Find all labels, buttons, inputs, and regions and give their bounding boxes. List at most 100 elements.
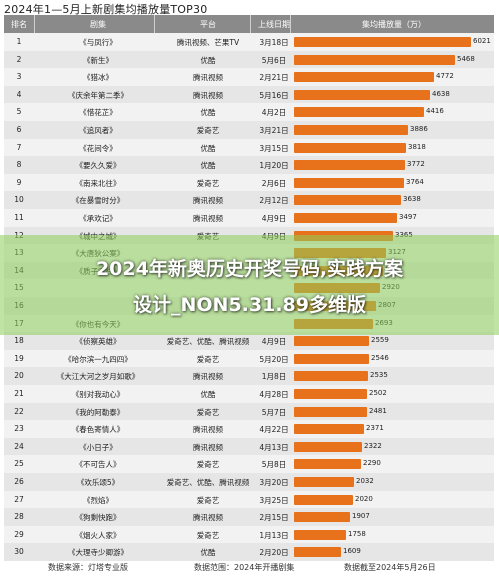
drama-name-cell: 《新生》	[83, 55, 113, 65]
drama-name-cell: 《别对我动心》	[71, 390, 125, 399]
overlay-line-1: 2024年新奥历史开奖号码,实践方案	[95, 258, 404, 280]
bar-value-label: 3365	[395, 231, 413, 239]
bar	[294, 213, 397, 223]
platform-cell: 腾讯视频	[193, 425, 223, 435]
drama-name-cell: 《南来北往》	[75, 178, 121, 188]
date-cell: 4月2日	[261, 108, 287, 118]
platform-cell: 优酷	[200, 548, 216, 558]
rank-cell: 11	[14, 213, 24, 222]
table-row: 9 《南来北往》 爱奇艺 2月6日 3764	[4, 173, 494, 192]
platform-cell: 腾讯视频	[193, 90, 223, 100]
platform-cell: 爱奇艺	[196, 178, 220, 188]
bar-value-label: 6021	[473, 37, 491, 45]
footer-source: 数据来源：灯塔专业版	[48, 563, 128, 572]
table-row: 28 《狗剩快跑》 腾讯视频 2月15日 1907	[4, 508, 494, 527]
rank-cell: 2	[16, 54, 22, 64]
platform-cell: 腾讯视频	[193, 73, 223, 83]
table-row: 3 《猎冰》 腾讯视频 2月21日 4772	[4, 68, 494, 87]
bar	[294, 459, 361, 470]
bar	[294, 389, 367, 399]
drama-name-cell: 《追风者》	[79, 126, 117, 135]
date-cell: 3月18日	[259, 38, 289, 47]
table-row: 5 《惜花芷》 优酷 4月2日 4416	[4, 103, 494, 122]
table-row: 23 《春色寄情人》 腾讯视频 4月22日 2371	[4, 420, 494, 439]
bar	[294, 336, 369, 347]
bar-value-label: 3772	[407, 160, 425, 169]
bar	[294, 477, 354, 487]
table-header: 排名 剧集 平台 上线日期 集均播放量（万）	[4, 15, 494, 33]
platform-cell: 优酷	[200, 143, 216, 153]
date-cell: 1月13日	[259, 530, 289, 540]
platform-cell: 爱奇艺、优酷、腾讯视频	[166, 337, 250, 347]
rank-cell: 9	[16, 177, 22, 187]
drama-name-cell: 《惜花芷》	[79, 108, 117, 118]
drama-name-cell: 《欢乐颂5》	[76, 478, 120, 487]
platform-cell: 腾讯视频	[193, 372, 223, 382]
table-row: 8 《要久久爱》 优酷 1月20日 3772	[4, 156, 494, 175]
bar-value-label: 3638	[403, 195, 421, 204]
bar-value-label: 1758	[348, 529, 366, 538]
bar-value-label: 2546	[371, 353, 389, 362]
bar	[294, 494, 353, 505]
date-cell: 4月9日	[261, 214, 287, 223]
bar-value-label: 3886	[410, 125, 428, 133]
bar	[294, 353, 369, 364]
platform-cell: 爱奇艺	[196, 354, 220, 364]
platform-cell: 腾讯视频	[193, 214, 223, 223]
rank-cell: 10	[14, 195, 24, 205]
date-cell: 1月20日	[259, 161, 289, 171]
rank-cell: 23	[14, 424, 24, 434]
date-cell: 5月8日	[261, 460, 287, 470]
header-name: 剧集	[90, 20, 106, 29]
bar	[294, 512, 350, 523]
drama-name-cell: 《不可告人》	[75, 460, 121, 470]
bar	[294, 441, 362, 452]
platform-cell: 优酷	[200, 55, 216, 65]
rank-cell: 25	[14, 459, 24, 469]
header-rank: 排名	[11, 20, 27, 29]
rank-cell: 21	[14, 389, 24, 398]
drama-name-cell: 《大江大河之岁月如歌》	[56, 372, 140, 382]
rank-cell: 19	[14, 353, 24, 363]
rank-cell: 28	[14, 512, 24, 522]
date-cell: 4月9日	[261, 337, 287, 347]
drama-name-cell: 《我的阿勒泰》	[71, 407, 125, 417]
table-row: 21 《别对我动心》 优酷 4月28日 2502	[4, 385, 494, 403]
platform-cell: 优酷	[200, 161, 216, 171]
drama-name-cell: 《小日子》	[79, 442, 117, 452]
table-row: 20 《大江大河之岁月如歌》 腾讯视频 1月8日 2535	[4, 367, 494, 386]
date-cell: 3月20日	[259, 478, 289, 487]
bar-value-label: 1907	[352, 512, 370, 521]
rank-cell: 26	[14, 477, 24, 486]
bar-value-label: 4638	[432, 89, 450, 98]
bar	[294, 72, 434, 83]
platform-cell: 爱奇艺	[196, 495, 220, 505]
platform-cell: 腾讯视频	[193, 196, 223, 206]
bar-value-label: 3818	[408, 142, 426, 151]
table-row: 4 《庆余年第二季》 腾讯视频 5月16日 4638	[4, 85, 494, 104]
table-row: 29 《烟火人家》 爱奇艺 1月13日 1758	[4, 525, 494, 544]
platform-cell: 腾讯视频	[193, 442, 223, 452]
table-row: 2 《新生》 优酷 5月6日 5468	[4, 50, 494, 69]
bar	[294, 424, 364, 435]
header-date: 上线日期	[258, 20, 290, 29]
date-cell: 2月20日	[259, 548, 289, 558]
date-cell: 4月28日	[259, 390, 289, 399]
date-cell: 1月8日	[261, 372, 287, 382]
rank-cell: 7	[16, 142, 22, 152]
bar	[294, 177, 404, 188]
platform-cell: 爱奇艺、优酷、腾讯视频	[166, 478, 250, 487]
table-row: 1 《与凤行》 腾讯视频、芒果TV 3月18日 6021	[4, 33, 494, 51]
date-cell: 3月21日	[259, 126, 289, 135]
bar-value-label: 2032	[356, 477, 374, 485]
drama-name-cell: 《花间令》	[79, 143, 117, 153]
rank-cell: 5	[16, 107, 22, 117]
rank-cell: 30	[14, 547, 24, 557]
date-cell: 5月20日	[259, 354, 289, 364]
drama-name-cell: 《大理寺少卿游》	[68, 548, 128, 558]
table-row: 27 《烈焰》 爱奇艺 3月25日 2020	[4, 490, 494, 509]
table-row: 18 《侦察英雄》 爱奇艺、优酷、腾讯视频 4月9日 2559	[4, 332, 494, 351]
platform-cell: 爱奇艺	[196, 126, 220, 135]
platform-cell: 腾讯视频、芒果TV	[176, 38, 240, 47]
rank-cell: 27	[14, 494, 24, 504]
